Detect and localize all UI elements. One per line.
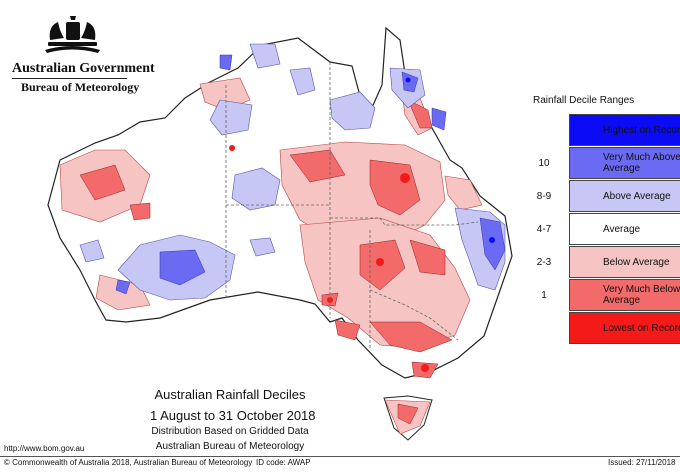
legend-swatch-highest xyxy=(569,114,680,146)
government-name: Australian Government xyxy=(12,61,155,76)
id-code: ID code: AWAP xyxy=(256,458,311,467)
legend-range: 10 xyxy=(538,158,550,169)
legend-swatch-very-much-below xyxy=(569,279,680,311)
map-subtitle-distribution: Distribution Based on Gridded Data xyxy=(151,426,309,437)
legend-label: Average xyxy=(603,223,641,235)
footer-divider xyxy=(0,456,680,457)
state-borders xyxy=(225,62,479,348)
map-subtitle-source: Australian Bureau of Meteorology xyxy=(155,441,305,452)
map-title: Australian Rainfall Deciles xyxy=(154,387,306,402)
above-average-areas xyxy=(79,43,506,301)
legend-row: 10 Very Much Above Average xyxy=(525,147,680,180)
legend-row: Lowest on Record xyxy=(525,312,680,345)
legend-row: 2-3 Below Average xyxy=(525,246,680,279)
legend: Rainfall Decile Ranges Highest on Record… xyxy=(525,95,680,345)
very-much-above-average-areas xyxy=(115,54,506,295)
map-title-block: Australian Rainfall Deciles 1 August to … xyxy=(150,387,316,453)
legend-row: 8-9 Above Average xyxy=(525,180,680,213)
legend-row: 4-7 Average xyxy=(525,213,680,246)
legend-range: 2-3 xyxy=(536,257,552,268)
legend-label: Below Average xyxy=(603,256,670,268)
legend-range: 8-9 xyxy=(536,191,552,202)
legend-label: Above Average xyxy=(603,190,671,202)
copyright-text: © Commonwealth of Australia 2018, Austra… xyxy=(4,458,253,467)
legend-label: Lowest on Record xyxy=(603,322,680,334)
legend-swatch-lowest xyxy=(569,312,680,344)
map-period: 1 August to 31 October 2018 xyxy=(150,408,316,423)
bom-url-link[interactable]: http://www.bom.gov.au xyxy=(4,444,85,453)
highest-on-record-areas xyxy=(405,77,495,243)
legend-label: Highest on Record xyxy=(603,124,680,136)
legend-row: 1 Very Much Below Average xyxy=(525,279,680,312)
legend-title: Rainfall Decile Ranges xyxy=(533,95,635,106)
legend-range: 1 xyxy=(541,290,547,301)
legend-row: Highest on Record xyxy=(525,114,680,147)
legend-range: 4-7 xyxy=(536,224,552,235)
legend-label: Very Much Below Average xyxy=(603,284,680,306)
bureau-name: Bureau of Meteorology xyxy=(21,80,140,94)
legend-swatch-very-much-above xyxy=(569,147,680,179)
australian-government-crest-icon xyxy=(45,16,100,53)
legend-swatch-above xyxy=(569,180,680,212)
legend-label: Very Much Above Average xyxy=(603,152,680,174)
legend-swatch-average xyxy=(569,213,680,245)
legend-swatch-below xyxy=(569,246,680,278)
issued-date: Issued: 27/11/2018 xyxy=(608,458,676,467)
header-divider xyxy=(12,78,127,79)
